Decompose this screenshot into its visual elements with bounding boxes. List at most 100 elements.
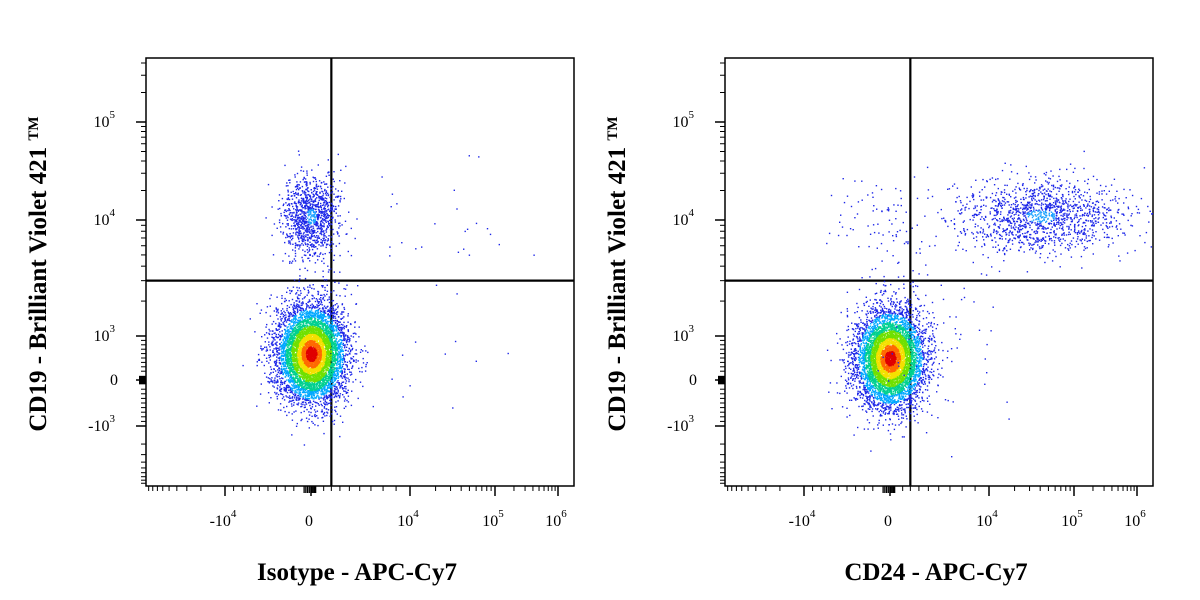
event-dot	[282, 339, 284, 342]
event-dot	[302, 397, 304, 399]
event-dot	[319, 317, 321, 319]
event-dot	[278, 349, 280, 351]
event-dot	[325, 318, 327, 321]
event-dot	[268, 354, 270, 356]
event-dot	[321, 390, 324, 392]
event-dot	[276, 341, 278, 343]
event-dot	[340, 335, 342, 337]
event-dot	[311, 406, 314, 408]
event-dot	[304, 309, 307, 311]
event-dot	[264, 346, 266, 348]
event-dot	[318, 304, 320, 306]
event-dot	[272, 340, 274, 342]
event-dot	[297, 323, 300, 326]
event-dot	[331, 413, 333, 415]
event-dot	[338, 397, 341, 399]
event-dot	[362, 385, 364, 388]
event-dot	[339, 350, 342, 353]
event-dot	[300, 329, 303, 332]
event-dot	[349, 339, 351, 342]
event-dot	[334, 315, 336, 318]
event-dot	[272, 371, 274, 373]
event-dot	[327, 390, 329, 392]
event-dot	[346, 354, 348, 356]
event-dot	[281, 334, 283, 336]
event-dot	[365, 350, 367, 352]
event-dot	[302, 396, 304, 398]
event-dot	[333, 349, 335, 351]
event-dot	[291, 384, 293, 386]
event-dot	[289, 320, 291, 322]
event-dot	[293, 401, 295, 404]
event-dot	[276, 376, 279, 378]
event-dot	[320, 317, 323, 319]
event-dot	[327, 314, 329, 316]
event-dot	[339, 365, 341, 367]
event-dot	[308, 291, 310, 293]
event-dot	[258, 358, 260, 361]
event-dot	[274, 362, 276, 364]
event-dot	[343, 407, 345, 409]
event-dot	[288, 313, 291, 315]
event-dot	[300, 321, 302, 323]
event-dot	[352, 359, 355, 361]
event-dot	[298, 383, 301, 386]
event-dot	[284, 318, 287, 321]
event-dot	[298, 306, 300, 308]
event-dot	[349, 323, 352, 325]
event-dot	[323, 372, 325, 374]
event-dot	[316, 317, 319, 319]
event-dot	[324, 295, 326, 297]
event-dot	[289, 379, 292, 381]
event-dot	[340, 326, 342, 329]
event-dot	[294, 384, 296, 386]
event-dot	[316, 393, 318, 395]
event-dot	[304, 394, 306, 396]
event-dot	[327, 396, 329, 399]
event-dot	[290, 360, 293, 362]
event-dot	[292, 314, 294, 316]
event-dot	[355, 333, 357, 335]
event-dot	[333, 390, 335, 392]
event-dot	[276, 350, 278, 352]
event-dot	[266, 337, 269, 339]
event-dot	[340, 328, 342, 330]
event-dot	[339, 366, 341, 368]
event-dot	[314, 378, 316, 380]
event-dot	[293, 411, 295, 413]
event-dot	[343, 368, 345, 370]
event-dot	[281, 348, 283, 350]
event-dot	[279, 386, 281, 388]
event-dot	[339, 387, 341, 389]
event-dot	[274, 360, 276, 363]
event-dot	[326, 412, 329, 414]
event-dot	[264, 372, 266, 374]
event-dot	[275, 364, 277, 366]
event-dot	[346, 335, 349, 337]
event-dot	[317, 394, 319, 397]
event-dot	[319, 314, 321, 316]
event-dot	[311, 420, 313, 423]
event-dot	[317, 293, 319, 296]
event-dot	[282, 350, 284, 353]
event-dot	[271, 333, 273, 336]
event-dot	[315, 397, 317, 399]
event-dot	[291, 319, 293, 321]
event-dot	[285, 335, 287, 337]
event-dot	[297, 297, 299, 300]
event-dot	[297, 399, 299, 401]
event-dot	[294, 393, 297, 396]
event-dot	[269, 354, 272, 356]
event-dot	[305, 312, 308, 314]
event-dot	[345, 405, 347, 408]
event-dot	[335, 333, 337, 335]
event-dot	[282, 316, 285, 318]
event-dot	[280, 390, 282, 393]
event-dot	[300, 332, 302, 334]
event-dot	[326, 403, 328, 406]
event-dot	[333, 423, 335, 425]
event-dot	[320, 391, 322, 393]
event-dot	[317, 424, 319, 427]
event-dot	[270, 372, 272, 374]
event-dot	[271, 380, 274, 382]
